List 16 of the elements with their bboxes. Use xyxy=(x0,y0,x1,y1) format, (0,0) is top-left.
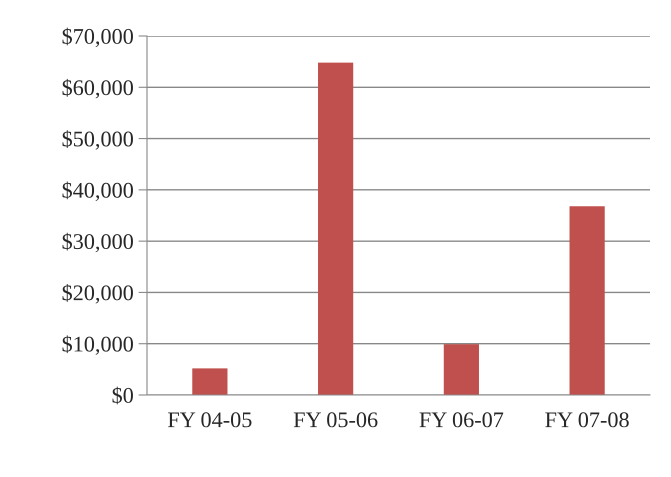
y-tick-label: $10,000 xyxy=(62,335,133,355)
x-tick-label: FY 05-06 xyxy=(294,412,378,428)
bar xyxy=(570,206,605,395)
y-tick-label: $60,000 xyxy=(62,78,133,98)
x-tick-label: FY 04-05 xyxy=(168,412,252,428)
y-tick-label: $40,000 xyxy=(62,181,133,201)
bar xyxy=(318,62,354,395)
x-tick-label: FY 07-08 xyxy=(545,412,629,428)
x-tick-label: FY 06-07 xyxy=(420,412,504,428)
bar xyxy=(444,344,479,395)
bar xyxy=(192,368,228,395)
y-tick-label: $20,000 xyxy=(62,284,133,304)
y-tick-label: $50,000 xyxy=(62,130,133,150)
y-tick-label: $70,000 xyxy=(62,28,133,48)
y-tick-label: $0 xyxy=(112,386,133,404)
y-tick-label: $30,000 xyxy=(62,232,133,252)
